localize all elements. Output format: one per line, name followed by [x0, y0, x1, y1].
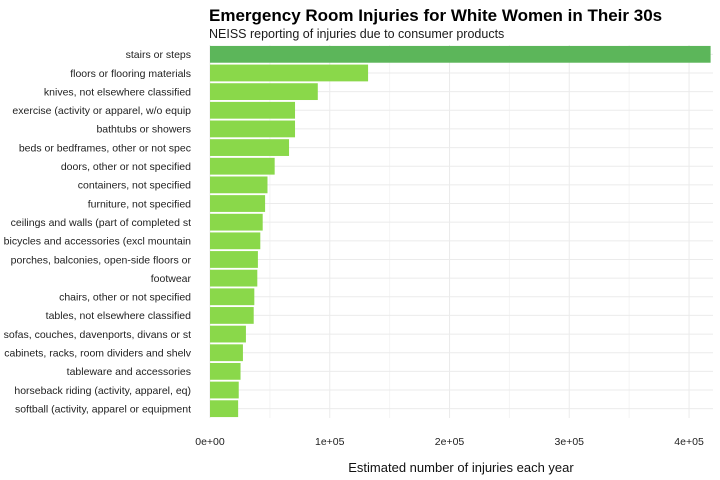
category-label: tableware and accessories — [67, 366, 191, 378]
bar-9 — [210, 195, 266, 212]
bar-13 — [210, 269, 258, 287]
category-label: doors, other or not specified — [61, 161, 191, 173]
category-label: ceilings and walls (part of completed st — [11, 217, 191, 229]
bar-4 — [210, 101, 296, 119]
bar-2 — [210, 64, 369, 82]
bar-10 — [210, 213, 263, 231]
category-label: chairs, other or not specified — [59, 292, 191, 304]
category-label: containers, not specified — [78, 180, 191, 192]
category-label: footwear — [151, 273, 192, 285]
x-axis-ticks: 0e+00 1e+05 2e+05 3e+05 4e+05 — [195, 436, 704, 448]
chart-subtitle: NEISS reporting of injuries due to consu… — [209, 27, 504, 41]
x-tick-label: 2e+05 — [435, 436, 465, 448]
bar-7 — [210, 157, 275, 175]
bar-17 — [210, 344, 243, 362]
x-tick-label: 1e+05 — [315, 436, 345, 448]
bar-15 — [210, 307, 254, 324]
bar-5 — [210, 120, 296, 138]
category-label: cabinets, racks, room dividers and shelv — [4, 348, 191, 360]
category-label: bicycles and accessories (excl mountain — [4, 236, 191, 248]
bar-8 — [210, 176, 268, 194]
category-label: floors or flooring materials — [70, 68, 191, 80]
bar-18 — [210, 362, 241, 380]
bar-12 — [210, 251, 258, 268]
bar-14 — [210, 288, 255, 306]
bars-group — [210, 45, 711, 418]
x-tick-label: 3e+05 — [555, 436, 585, 448]
category-label: porches, balconies, open-side floors or — [11, 254, 192, 266]
x-tick-label: 0e+00 — [195, 436, 225, 448]
category-label: beds or bedframes, other or not spec — [19, 142, 191, 154]
x-tick-label: 4e+05 — [674, 436, 704, 448]
x-axis-title: Estimated number of injuries each year — [348, 460, 574, 475]
category-label: knives, not elsewhere classified — [44, 86, 191, 98]
category-label: horseback riding (activity, apparel, eq) — [14, 385, 191, 397]
bar-11 — [210, 232, 261, 250]
category-label: sofas, couches, davenports, divans or st — [4, 329, 191, 341]
category-label: furniture, not specified — [88, 198, 191, 210]
category-label: stairs or steps — [126, 49, 191, 61]
category-label: tables, not elsewhere classified — [46, 310, 191, 322]
grid-lines — [209, 45, 713, 418]
bar-6 — [210, 139, 290, 156]
bar-20 — [210, 400, 239, 418]
bar-19 — [210, 381, 239, 399]
chart-title: Emergency Room Injuries for White Women … — [209, 6, 662, 25]
bar-1 — [210, 45, 711, 63]
bar-3 — [210, 83, 318, 101]
category-label: exercise (activity or apparel, w/o equip — [12, 105, 191, 117]
category-label: softball (activity, apparel or equipment — [15, 403, 191, 415]
category-labels: stairs or steps floors or flooring materi… — [4, 49, 192, 415]
category-label: bathtubs or showers — [96, 124, 191, 136]
bar-16 — [210, 325, 246, 343]
